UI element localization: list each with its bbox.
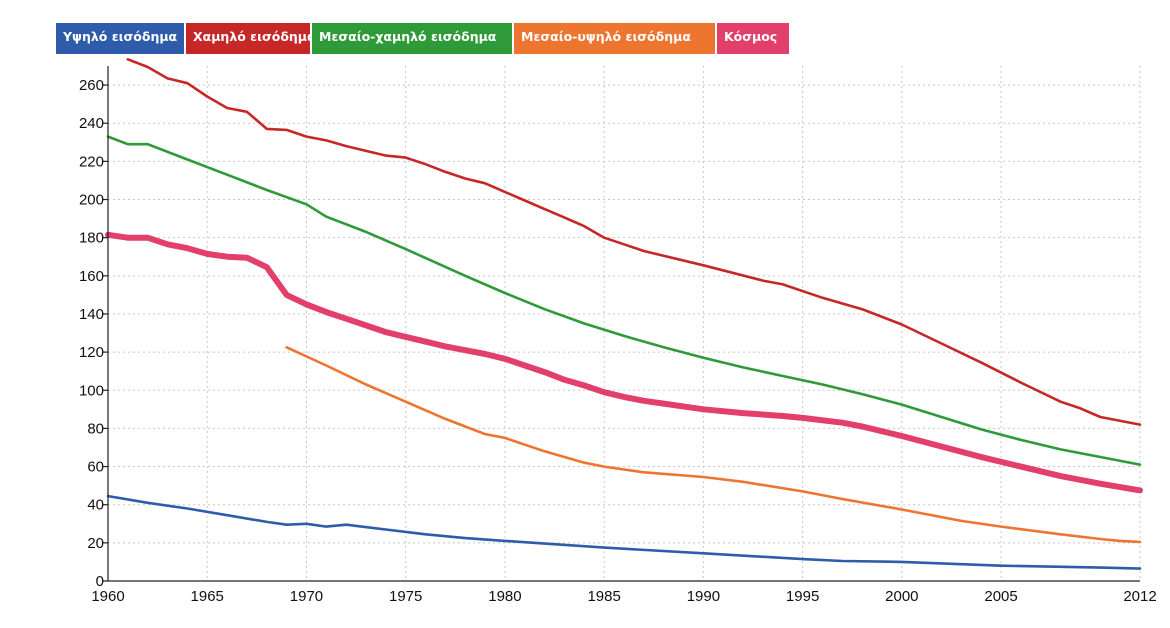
x-tick-label: 1975: [389, 588, 422, 605]
series-line-upper-middle-income[interactable]: [285, 346, 1142, 544]
y-tick-label: 100: [79, 382, 104, 399]
legend-item-lower-middle-income[interactable]: Μεσαίο-χαμηλό εισόδημα: [312, 23, 512, 54]
series-lines: [105, 58, 1143, 570]
x-tick-label: 2000: [885, 588, 918, 605]
tick-labels: 0 20 40 60 80 100 120 140 160 180 200 220 240 260 1960…: [79, 77, 1157, 605]
y-tick-label: 0: [96, 573, 104, 590]
x-tick-label: 2012: [1123, 588, 1156, 605]
grid-lines: [108, 66, 1141, 581]
y-tick-label: 140: [79, 306, 104, 323]
series-line-high-income[interactable]: [106, 494, 1142, 570]
legend-item-low-income[interactable]: Χαμηλό εισόδημα: [186, 23, 316, 54]
x-tick-label: 1965: [191, 588, 224, 605]
y-tick-label: 80: [87, 420, 104, 437]
legend-item-world[interactable]: Κόσμος: [717, 23, 789, 54]
y-tick-label: 120: [79, 344, 104, 361]
chart-legend: Υψηλό εισόδημα Χαμηλό εισόδημα Μεσαίο-χα…: [56, 23, 791, 54]
legend-item-upper-middle-income[interactable]: Μεσαίο-υψηλό εισόδημα: [514, 23, 715, 54]
x-tick-label: 2005: [984, 588, 1017, 605]
series-line-world[interactable]: [105, 231, 1143, 494]
y-tick-label: 160: [79, 268, 104, 285]
x-tick-label: 1990: [687, 588, 720, 605]
y-tick-label: 20: [87, 535, 104, 552]
legend-item-high-income[interactable]: Υψηλό εισόδημα: [56, 23, 184, 54]
y-tick-label: 260: [79, 77, 104, 94]
y-tick-label: 40: [87, 497, 104, 514]
series-line-low-income[interactable]: [126, 58, 1142, 426]
x-tick-label: 1970: [290, 588, 323, 605]
series-line-lower-middle-income[interactable]: [106, 135, 1142, 466]
y-tick-label: 240: [79, 115, 104, 132]
x-tick-label: 1995: [786, 588, 819, 605]
y-tick-label: 220: [79, 153, 104, 170]
y-tick-label: 60: [87, 459, 104, 476]
x-tick-label: 1985: [587, 588, 620, 605]
x-tick-label: 1980: [488, 588, 521, 605]
y-tick-label: 180: [79, 230, 104, 247]
x-tick-label: 1960: [91, 588, 124, 605]
y-tick-label: 200: [79, 192, 104, 209]
axes: [103, 66, 1140, 582]
